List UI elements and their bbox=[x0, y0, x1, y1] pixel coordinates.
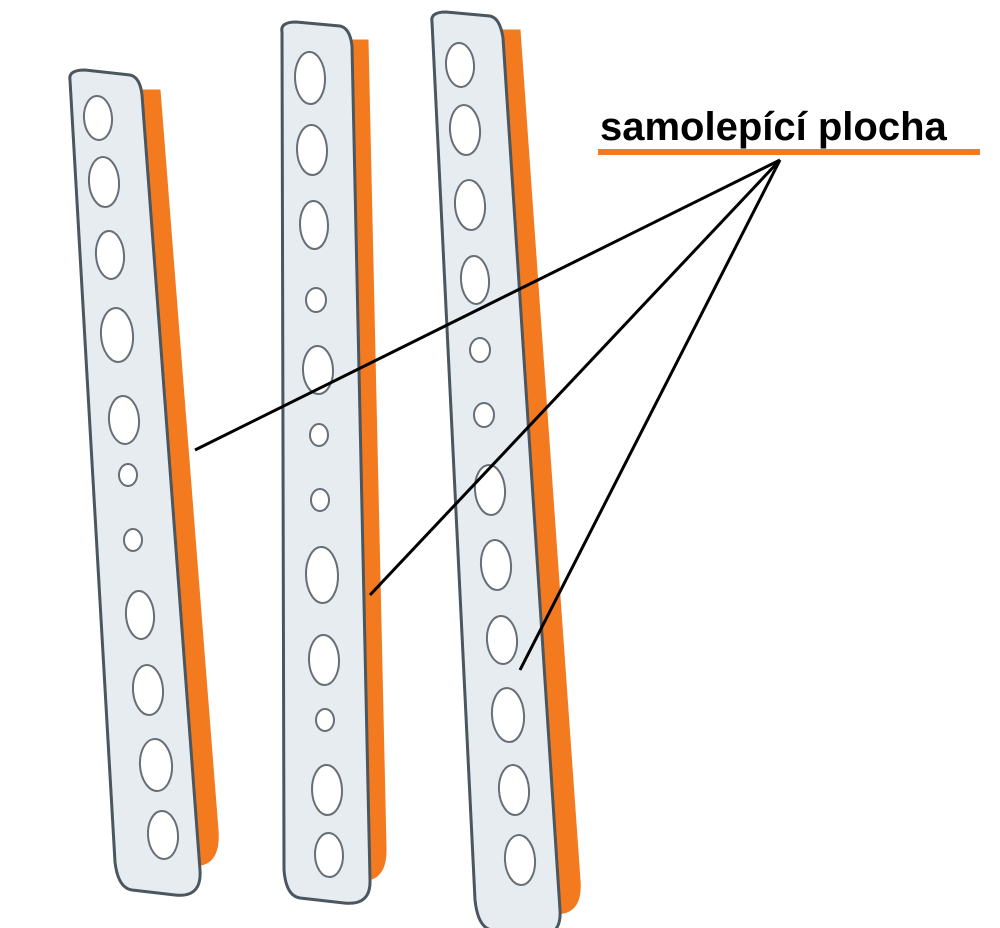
punch-hole bbox=[474, 403, 494, 427]
punch-hole bbox=[311, 489, 329, 511]
filing-strip-3 bbox=[432, 12, 580, 928]
punch-hole bbox=[119, 464, 137, 486]
punch-hole bbox=[124, 529, 142, 551]
punch-hole bbox=[296, 124, 328, 175]
punch-hole bbox=[305, 546, 339, 603]
punch-hole bbox=[302, 345, 334, 394]
filing-strip-2 bbox=[282, 22, 386, 903]
punch-hole bbox=[310, 424, 328, 446]
pointer-line-3 bbox=[520, 160, 780, 670]
punch-hole bbox=[308, 634, 340, 685]
pointer-line-2 bbox=[370, 160, 780, 595]
punch-hole bbox=[470, 338, 490, 362]
punch-hole bbox=[311, 764, 343, 815]
punch-hole bbox=[299, 201, 329, 250]
punch-hole bbox=[306, 288, 326, 312]
diagram-canvas: samolepící plocha bbox=[0, 0, 1000, 928]
filing-strip-1 bbox=[70, 70, 218, 895]
diagram-label: samolepící plocha bbox=[600, 105, 947, 150]
punch-hole bbox=[316, 709, 334, 731]
punch-hole bbox=[294, 51, 326, 104]
punch-hole bbox=[314, 833, 344, 878]
